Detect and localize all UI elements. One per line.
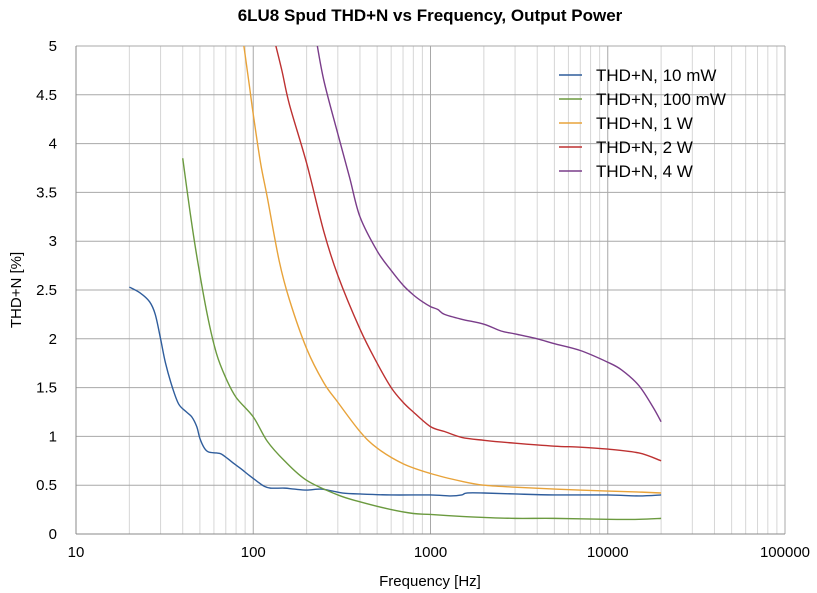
y-tick-label: 0.5: [36, 477, 57, 494]
legend-label-1: THD+N, 10 mW: [596, 66, 716, 85]
x-tick-label: 100000: [760, 544, 810, 561]
y-tick-label: 2: [49, 331, 57, 348]
x-tick-label: 100: [241, 544, 266, 561]
y-tick-label: 1.5: [36, 380, 57, 397]
series-line-3: [243, 46, 662, 494]
x-axis-label: Frequency [Hz]: [379, 573, 481, 590]
y-tick-label: 5: [49, 38, 57, 55]
y-tick-labels: 0 0.5 1 1.5 2 2.5 3 3.5 4 4.5 5: [36, 38, 57, 543]
y-axis-label: THD+N [%]: [8, 252, 25, 328]
y-tick-label: 3.5: [36, 184, 57, 201]
legend-label-4: THD+N, 2 W: [596, 138, 693, 157]
series-line-1: [129, 286, 662, 497]
x-tick-label: 1000: [414, 544, 447, 561]
series-line-4: [275, 46, 662, 462]
series-line-5: [316, 46, 662, 423]
x-tick-label: 10: [68, 544, 85, 561]
legend-label-2: THD+N, 100 mW: [596, 90, 726, 109]
grid: [75, 45, 786, 535]
x-tick-labels: 10 100 1000 10000 100000: [68, 544, 810, 561]
y-tick-label: 0: [49, 526, 57, 543]
legend-label-5: THD+N, 4 W: [596, 162, 693, 181]
y-tick-label: 1: [49, 428, 57, 445]
chart-title: 6LU8 Spud THD+N vs Frequency, Output Pow…: [238, 6, 623, 25]
y-tick-label: 4.5: [36, 87, 57, 104]
series-line-2: [182, 158, 662, 521]
legend: THD+N, 10 mW THD+N, 100 mW THD+N, 1 W THD+N…: [559, 66, 726, 181]
y-tick-label: 2.5: [36, 282, 57, 299]
y-tick-label: 4: [49, 136, 57, 153]
legend-label-3: THD+N, 1 W: [596, 114, 693, 133]
x-tick-label: 10000: [587, 544, 629, 561]
series-lines: [129, 46, 662, 521]
y-tick-label: 3: [49, 233, 57, 250]
